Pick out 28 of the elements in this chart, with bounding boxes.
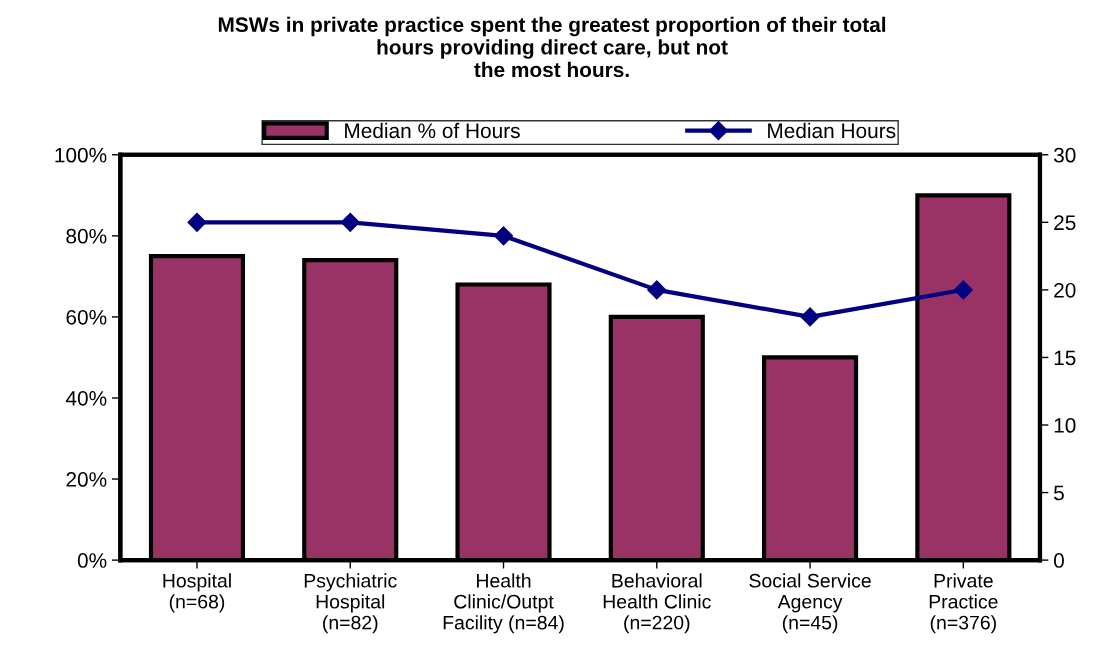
y-tick-label: 100% — [55, 147, 107, 163]
point — [953, 280, 973, 300]
y-tick-label: 80% — [66, 228, 107, 244]
x-tick-label: Hospital (n=68) — [163, 573, 231, 613]
x-tick-label: Behavioral Health Clinic (n=220) — [603, 573, 711, 634]
y2-tick-label: 0 — [1053, 553, 1064, 568]
legend-label: Median % of Hours — [345, 122, 520, 139]
y2-tick-label: 5 — [1054, 485, 1064, 501]
point — [340, 212, 360, 232]
y2-tick-label: 15 — [1054, 350, 1076, 366]
y2-tick-label: 10 — [1054, 418, 1076, 433]
x-tick-label: Health Clinic/Outpt Facility (n=84) — [443, 573, 564, 634]
point — [647, 280, 667, 300]
y2-tick-label: 30 — [1053, 147, 1076, 163]
y2-tick-label: 25 — [1054, 215, 1076, 231]
y2-tick-label: 20 — [1054, 282, 1076, 298]
y-tick-label: 20% — [66, 472, 107, 487]
y-tick-label: 0% — [77, 553, 107, 568]
y-tick-label: 60% — [66, 309, 107, 325]
x-tick-label: Psychiatric Hospital (n=82) — [304, 573, 397, 634]
x-tick-label: Social Service Agency (n=45) — [749, 573, 871, 634]
point — [800, 307, 820, 327]
x-tick-label: Private Practice (n=376) — [929, 573, 998, 634]
chart-title: MSWs in private practice spent the greatest proportion of their total hours providing direct care, but not the most hours. — [218, 16, 886, 78]
legend-label: Median Hours — [768, 122, 896, 139]
point — [493, 226, 514, 246]
y-tick-label: 40% — [65, 390, 107, 406]
point — [187, 212, 207, 232]
